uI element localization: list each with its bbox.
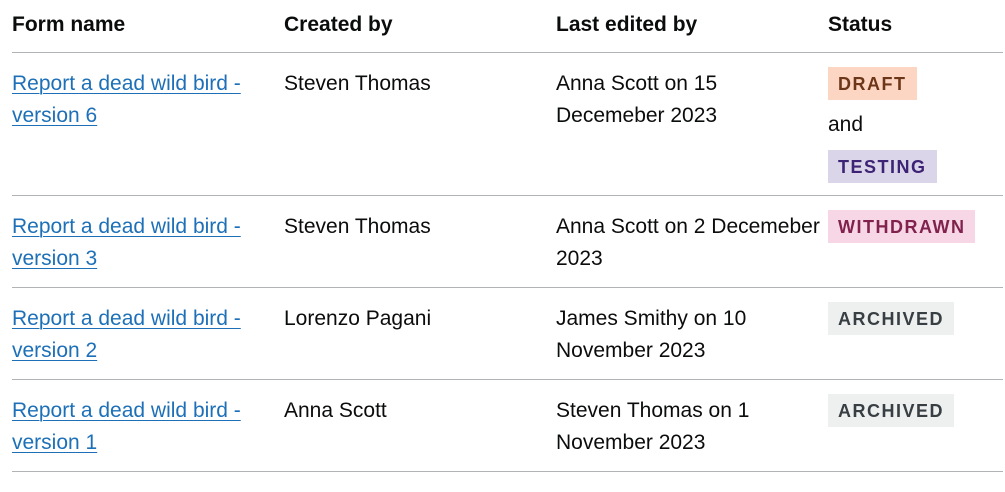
form-name-cell: Report a dead wild bird - version 1 bbox=[12, 379, 284, 472]
status-tag-archived: ARCHIVED bbox=[828, 301, 955, 335]
form-name-cell: Report a dead wild bird - version 3 bbox=[12, 195, 284, 288]
table-row: Report a dead wild bird - version 2 Lore… bbox=[12, 287, 1003, 380]
status-tag-draft: DRAFT bbox=[828, 66, 917, 100]
last-edited-cell: Steven Thomas on 1 November 2023 bbox=[556, 379, 828, 472]
form-name-cell: Report a dead wild bird - version 2 bbox=[12, 287, 284, 380]
header-row: Form name Created by Last edited by Stat… bbox=[12, 0, 1003, 53]
status-cell: WITHDRAWN bbox=[828, 195, 1003, 288]
table-row: Report a dead wild bird - version 3 Stev… bbox=[12, 195, 1003, 288]
form-name-cell: Report a dead wild bird - version 6 bbox=[12, 52, 284, 196]
status-cell: ARCHIVED bbox=[828, 287, 1003, 380]
last-edited-cell: Anna Scott on 15 Decemeber 2023 bbox=[556, 52, 828, 196]
forms-table: Form name Created by Last edited by Stat… bbox=[12, 0, 1003, 472]
table-row: Report a dead wild bird - version 1 Anna… bbox=[12, 379, 1003, 472]
status-tag-testing: TESTING bbox=[828, 149, 937, 183]
status-cell: DRAFT and TESTING bbox=[828, 52, 1003, 196]
last-edited-cell: Anna Scott on 2 Decemeber 2023 bbox=[556, 195, 828, 288]
header-status: Status bbox=[828, 0, 1003, 53]
header-form-name: Form name bbox=[12, 0, 284, 53]
status-cell: ARCHIVED bbox=[828, 379, 1003, 472]
table-body: Report a dead wild bird - version 6 Stev… bbox=[12, 52, 1003, 472]
table-header: Form name Created by Last edited by Stat… bbox=[12, 0, 1003, 53]
last-edited-cell: James Smithy on 10 November 2023 bbox=[556, 287, 828, 380]
created-by-cell: Steven Thomas bbox=[284, 195, 556, 288]
header-last-edited-by: Last edited by bbox=[556, 0, 828, 53]
form-link-version-2[interactable]: Report a dead wild bird - version 2 bbox=[12, 306, 241, 362]
created-by-cell: Steven Thomas bbox=[284, 52, 556, 196]
status-tag-withdrawn: WITHDRAWN bbox=[828, 209, 976, 243]
form-link-version-1[interactable]: Report a dead wild bird - version 1 bbox=[12, 398, 241, 454]
form-link-version-6[interactable]: Report a dead wild bird - version 6 bbox=[12, 71, 241, 127]
status-joiner: and bbox=[828, 112, 864, 136]
forms-table-container: Form name Created by Last edited by Stat… bbox=[12, 0, 1003, 472]
form-link-version-3[interactable]: Report a dead wild bird - version 3 bbox=[12, 214, 241, 270]
table-row: Report a dead wild bird - version 6 Stev… bbox=[12, 52, 1003, 196]
created-by-cell: Lorenzo Pagani bbox=[284, 287, 556, 380]
status-tag-archived: ARCHIVED bbox=[828, 393, 955, 427]
created-by-cell: Anna Scott bbox=[284, 379, 556, 472]
header-created-by: Created by bbox=[284, 0, 556, 53]
